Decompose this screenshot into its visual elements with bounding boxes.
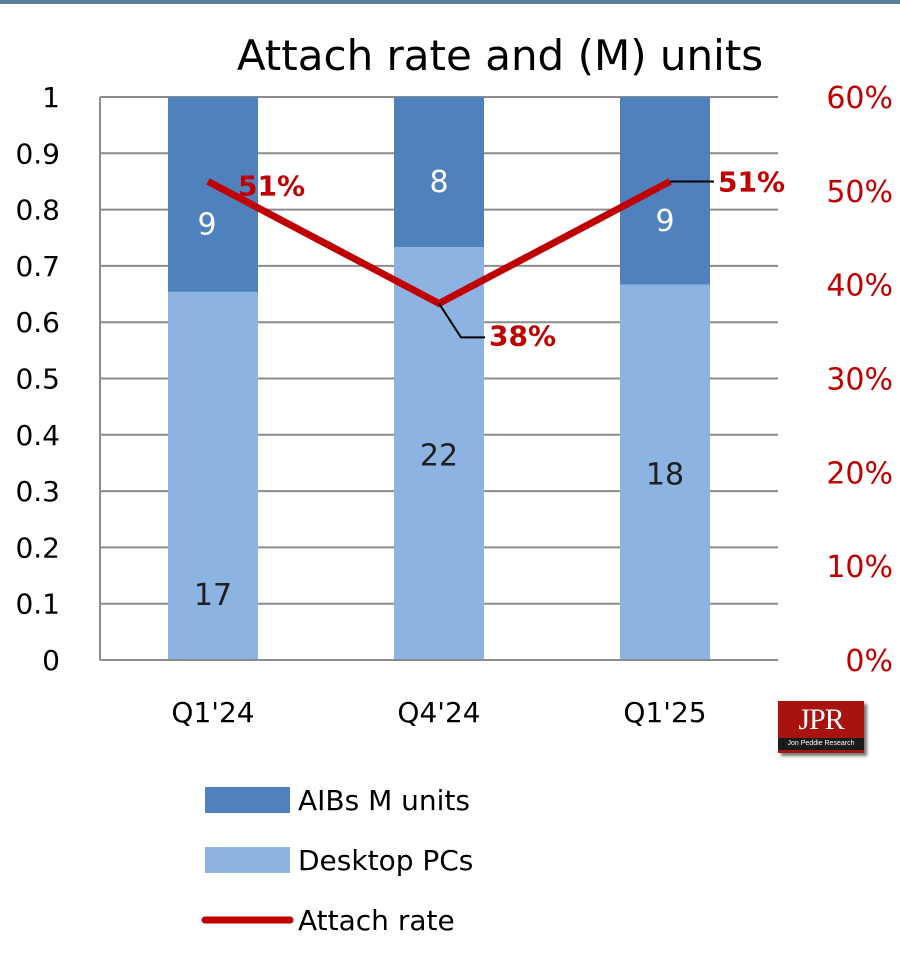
bar-desktop-pcs [168, 291, 258, 660]
right-axis-tick-label: 60% [826, 81, 893, 116]
legend: AIBs M units Desktop PCs Attach rate [201, 784, 473, 937]
attach-rate-value-label: 38% [489, 319, 556, 352]
bars [168, 97, 710, 660]
legend-swatch [205, 847, 290, 873]
x-axis-tick-label: Q4'24 [397, 696, 480, 729]
desktop-pcs-value-label: 17 [194, 578, 232, 613]
x-axis-tick-label: Q1'25 [623, 696, 706, 729]
right-axis-tick-label: 50% [826, 175, 893, 210]
data-labels: 17 9 22 8 18 9 51% 38% 51% [194, 165, 785, 613]
logo-subtitle: Jon Peddie Research [778, 738, 864, 750]
aibs-units-value-label: 9 [197, 207, 216, 242]
attach-rate-leader-line [438, 302, 485, 339]
left-axis-tick-label: 0.9 [15, 137, 60, 170]
left-axis-tick-label: 0.7 [15, 250, 60, 283]
left-axis-tick-label: 0.5 [15, 363, 60, 396]
left-axis-tick-label: 0.4 [15, 419, 60, 452]
legend-label: Attach rate [298, 904, 455, 937]
axes: 00.10.20.30.40.50.60.70.80.910%10%20%30%… [15, 81, 893, 729]
right-axis-tick-label: 30% [826, 363, 893, 398]
desktop-pcs-value-label: 22 [420, 439, 458, 474]
attach-rate-value-label: 51% [718, 165, 785, 198]
bar-desktop-pcs [620, 284, 710, 660]
left-axis-tick-label: 0.2 [15, 531, 60, 564]
left-axis-tick-label: 0.1 [15, 588, 60, 621]
left-axis-tick-label: 0 [42, 644, 60, 677]
left-axis-tick-label: 0.3 [15, 475, 60, 508]
left-axis-tick-label: 0.8 [15, 194, 60, 227]
right-axis-tick-label: 0% [845, 644, 893, 679]
attach-rate-value-label: 51% [238, 169, 305, 202]
aibs-units-value-label: 9 [655, 204, 674, 239]
chart-title: Attach rate and (M) units [237, 31, 763, 80]
bar-aibs-units [394, 97, 484, 248]
bar-aibs-units [168, 97, 258, 292]
top-border [0, 0, 900, 4]
legend-swatch [205, 787, 290, 813]
aibs-units-value-label: 8 [429, 165, 448, 200]
bar-desktop-pcs [394, 247, 484, 660]
left-axis-tick-label: 1 [42, 81, 60, 114]
right-axis-tick-label: 20% [826, 456, 893, 491]
right-axis-tick-label: 40% [826, 269, 893, 304]
bar-aibs-units [620, 97, 710, 285]
x-axis-tick-label: Q1'24 [171, 696, 254, 729]
legend-label: Desktop PCs [298, 844, 473, 877]
right-axis-tick-label: 10% [826, 550, 893, 585]
left-axis-tick-label: 0.6 [15, 306, 60, 339]
desktop-pcs-value-label: 18 [646, 457, 684, 492]
logo-text: JPR [798, 703, 844, 736]
legend-label: AIBs M units [298, 784, 470, 817]
jpr-logo: JPR Jon Peddie Research [778, 701, 864, 753]
